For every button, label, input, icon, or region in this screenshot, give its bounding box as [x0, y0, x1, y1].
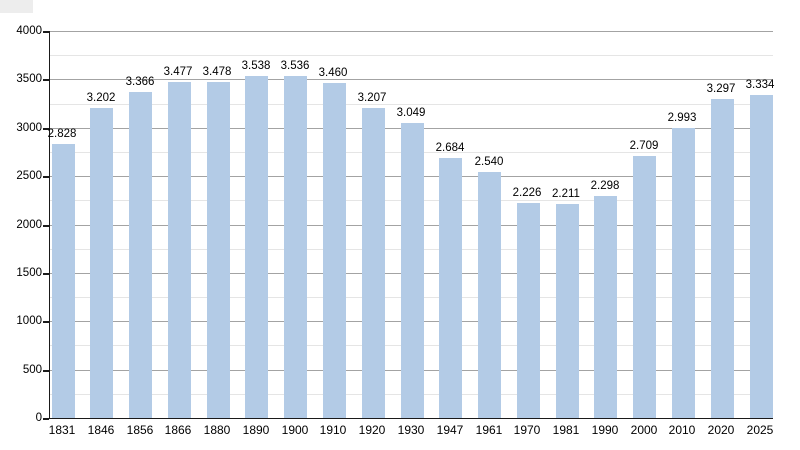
bar-value-label: 2.211 — [552, 188, 580, 200]
bar — [478, 172, 501, 418]
bar — [129, 92, 152, 418]
bar-value-label: 2.298 — [590, 180, 620, 192]
y-axis-tick — [43, 418, 49, 420]
y-tick-label: 3000 — [16, 122, 42, 134]
bar-value-label: 3.477 — [163, 66, 193, 78]
bar — [284, 76, 307, 418]
bar — [672, 128, 695, 418]
x-tick-label: 1900 — [281, 423, 309, 437]
bar — [750, 95, 773, 418]
bar — [517, 203, 540, 418]
bar — [401, 123, 424, 418]
x-tick-label: 1990 — [591, 423, 619, 437]
y-axis-tick — [43, 128, 49, 130]
y-tick-label: 4000 — [16, 25, 42, 37]
gridline-major — [50, 79, 773, 80]
y-tick-label: 500 — [22, 364, 42, 376]
x-tick-label: 2020 — [707, 423, 735, 437]
bar — [711, 99, 734, 418]
x-tick-label: 1981 — [552, 423, 580, 437]
bar — [52, 144, 75, 418]
bar-value-label: 2.828 — [47, 128, 77, 140]
bar-value-label: 3.460 — [318, 67, 348, 79]
y-axis-tick — [43, 79, 49, 81]
x-tick-label: 1856 — [126, 423, 154, 437]
gridline-minor — [50, 55, 773, 56]
bar-value-label: 3.366 — [125, 76, 155, 88]
y-tick-label: 2000 — [16, 219, 42, 231]
y-axis-tick — [43, 225, 49, 227]
x-tick-label: 2000 — [630, 423, 658, 437]
bar — [168, 82, 191, 418]
bar — [90, 108, 113, 418]
y-axis-tick — [43, 31, 49, 33]
bar-value-label: 3.536 — [280, 60, 310, 72]
x-tick-label: 2010 — [668, 423, 696, 437]
x-tick-label: 1947 — [436, 423, 464, 437]
x-tick-label: 1880 — [203, 423, 231, 437]
y-tick-label: 1500 — [16, 267, 42, 279]
bar-value-label: 3.207 — [357, 92, 387, 104]
bar-value-label: 3.334 — [745, 79, 775, 91]
bar-value-label: 2.993 — [667, 112, 697, 124]
x-tick-label: 1970 — [513, 423, 541, 437]
bar — [594, 196, 617, 418]
y-tick-label: 2500 — [16, 170, 42, 182]
x-tick-label: 1961 — [475, 423, 503, 437]
bar-value-label: 3.538 — [241, 60, 271, 72]
bar — [556, 204, 579, 418]
y-axis-tick — [43, 370, 49, 372]
bar-value-label: 2.709 — [629, 140, 659, 152]
plot-area — [49, 31, 773, 419]
bar — [439, 158, 462, 418]
x-tick-label: 1910 — [319, 423, 347, 437]
bar — [633, 156, 656, 418]
bar-value-label: 3.297 — [706, 83, 736, 95]
bar-value-label: 3.049 — [396, 107, 426, 119]
bar-value-label: 3.202 — [86, 92, 116, 104]
x-tick-label: 2025 — [746, 423, 774, 437]
y-axis-tick — [43, 321, 49, 323]
bar-value-label: 3.478 — [202, 66, 232, 78]
y-tick-label: 3500 — [16, 73, 42, 85]
y-axis-tick — [43, 176, 49, 178]
y-axis-tick — [43, 273, 49, 275]
bar-value-label: 2.226 — [512, 187, 542, 199]
x-tick-label: 1866 — [164, 423, 192, 437]
bar-value-label: 2.684 — [435, 142, 465, 154]
bar-value-label: 2.540 — [474, 156, 504, 168]
x-tick-label: 1831 — [48, 423, 76, 437]
gridline-major — [50, 31, 773, 32]
y-tick-label: 1000 — [16, 315, 42, 327]
bar — [362, 108, 385, 418]
y-tick-label: 0 — [35, 412, 42, 424]
x-tick-label: 1930 — [397, 423, 425, 437]
bar — [207, 82, 230, 418]
bar — [323, 83, 346, 418]
x-tick-label: 1846 — [87, 423, 115, 437]
x-tick-label: 1920 — [358, 423, 386, 437]
corner-artifact — [0, 0, 33, 13]
bar — [245, 76, 268, 418]
x-tick-label: 1890 — [242, 423, 270, 437]
gridline-minor — [50, 104, 773, 105]
